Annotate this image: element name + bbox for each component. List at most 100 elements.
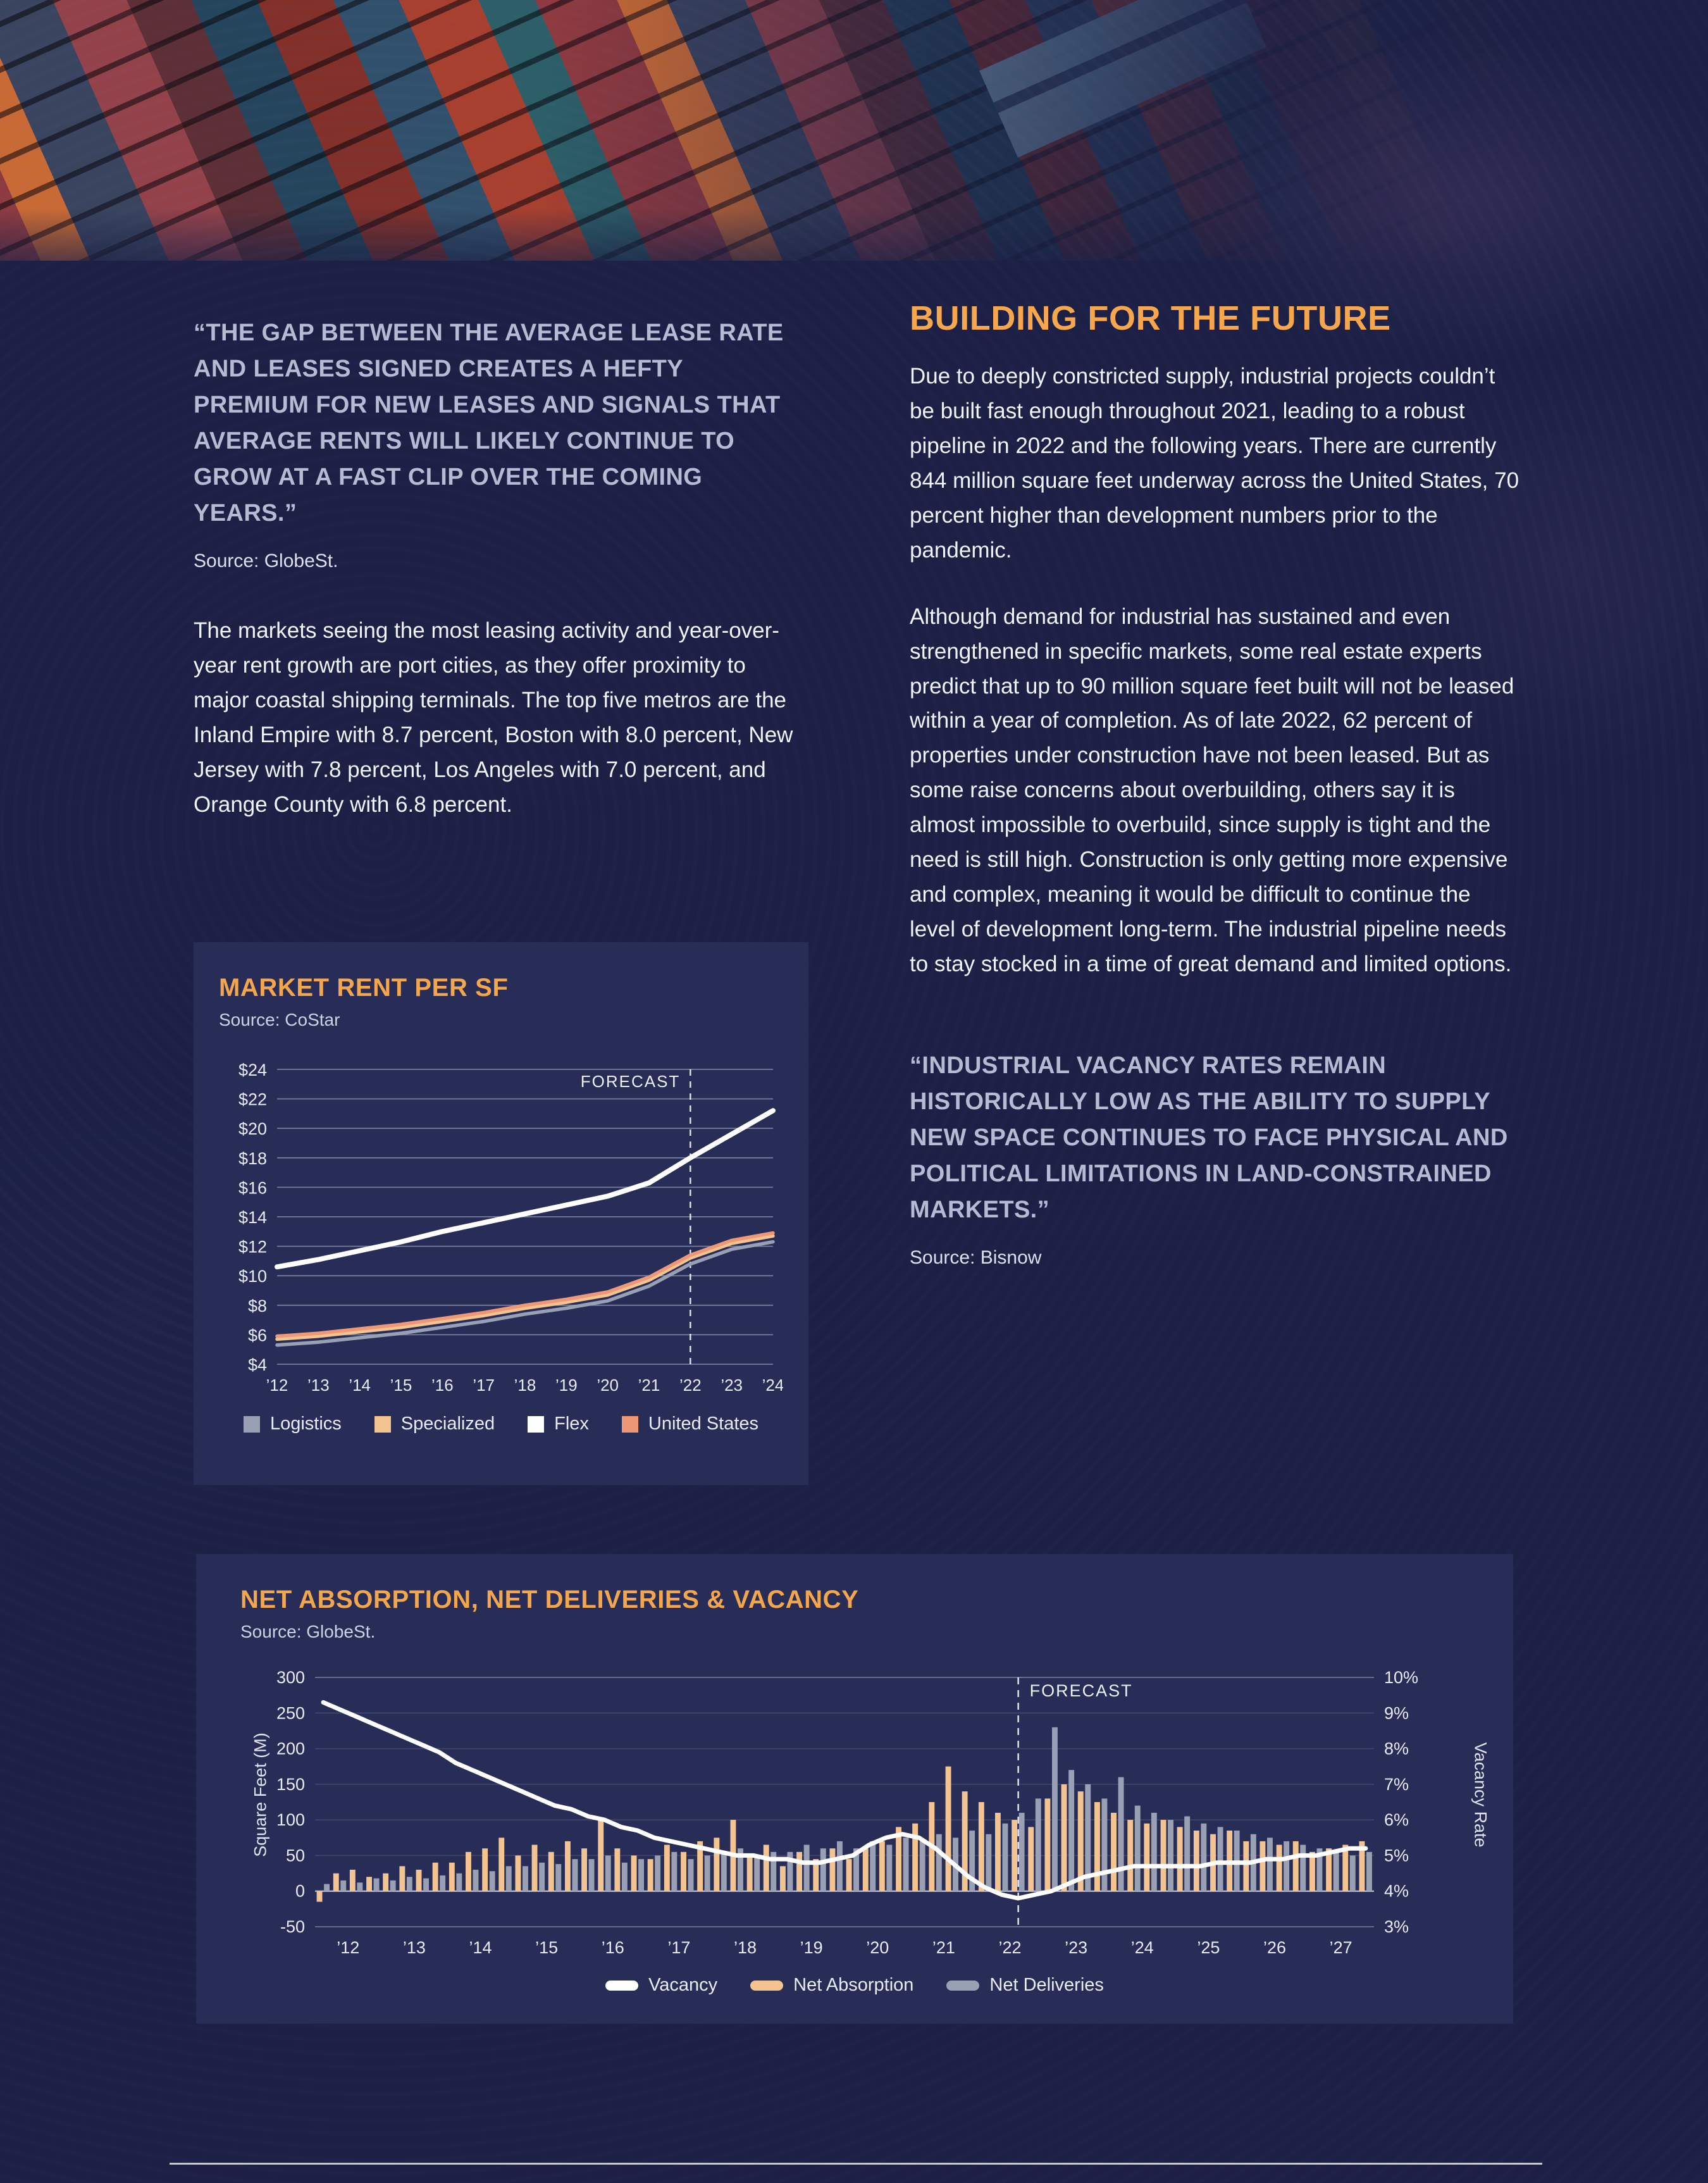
svg-text:’19: ’19 — [555, 1376, 578, 1395]
svg-text:’13: ’13 — [403, 1938, 426, 1957]
legend-label: Specialized — [400, 1414, 495, 1434]
svg-text:’13: ’13 — [307, 1376, 330, 1395]
header-photo — [0, 0, 1708, 261]
photo-fade-overlay — [0, 0, 1708, 261]
svg-text:’26: ’26 — [1263, 1938, 1286, 1957]
svg-text:’24: ’24 — [762, 1376, 783, 1395]
legend-swatch — [528, 1415, 545, 1433]
svg-text:’27: ’27 — [1330, 1938, 1352, 1957]
svg-text:’23: ’23 — [1065, 1938, 1087, 1957]
svg-text:150: 150 — [276, 1775, 305, 1794]
absorption-chart-wrap: Square Feet (M) Vacancy Rate -50 0 50 100 15… — [240, 1658, 1490, 1962]
svg-text:$12: $12 — [238, 1238, 267, 1257]
svg-text:’17: ’17 — [667, 1938, 690, 1957]
svg-text:’12: ’12 — [266, 1376, 288, 1395]
svg-text:$4: $4 — [248, 1355, 267, 1374]
legend-item-flex: Flex — [528, 1414, 589, 1434]
svg-text:’21: ’21 — [932, 1938, 955, 1957]
legend-label: United States — [648, 1414, 759, 1434]
legend-item-specialized: Specialized — [374, 1414, 495, 1434]
svg-text:$16: $16 — [238, 1178, 267, 1197]
svg-text:FORECAST: FORECAST — [581, 1072, 681, 1091]
svg-text:10%: 10% — [1384, 1668, 1418, 1687]
svg-text:’17: ’17 — [473, 1376, 495, 1395]
legend-swatch — [750, 1980, 784, 1991]
paragraph-demand: Although demand for industrial has susta… — [910, 604, 1514, 976]
svg-text:’14: ’14 — [469, 1938, 492, 1957]
paragraph-pipeline: Due to deeply constricted supply, indust… — [910, 364, 1519, 563]
svg-text:$8: $8 — [248, 1297, 267, 1315]
legend-item-logistics: Logistics — [243, 1414, 342, 1434]
svg-text:50: 50 — [286, 1846, 305, 1865]
svg-text:’12: ’12 — [337, 1938, 359, 1957]
svg-text:5%: 5% — [1384, 1846, 1409, 1865]
chart-source-globest: Source: GlobeSt. — [240, 1622, 376, 1641]
legend-swatch — [621, 1415, 638, 1433]
legend-swatch — [243, 1415, 260, 1433]
svg-text:-50: -50 — [280, 1917, 305, 1936]
absorption-combo-chart: -50 0 50 100 150 200 250 300 3% 4% 5% 6% 7% 8% 9% 10% ’1… — [276, 1668, 1418, 1957]
footer-rule — [170, 2163, 1542, 2165]
svg-text:6%: 6% — [1384, 1810, 1409, 1829]
svg-text:’23: ’23 — [721, 1376, 743, 1395]
pullquote-lease-rates: “THE GAP BETWEEN THE AVERAGE LEASE RATE … — [194, 320, 784, 526]
legend-label: Vacancy — [648, 1975, 718, 1995]
svg-text:’18: ’18 — [514, 1376, 536, 1395]
svg-text:100: 100 — [276, 1810, 305, 1829]
svg-text:’15: ’15 — [390, 1376, 412, 1395]
left-column: “THE GAP BETWEEN THE AVERAGE LEASE RATE … — [194, 315, 795, 823]
svg-text:FORECAST: FORECAST — [1030, 1681, 1133, 1700]
quote-source-globest: Source: GlobeSt. — [194, 550, 338, 571]
chart-title-market-rent: MARKET RENT PER SF — [219, 974, 509, 1002]
svg-text:’25: ’25 — [1197, 1938, 1220, 1957]
svg-text:0: 0 — [295, 1882, 305, 1901]
svg-text:’24: ’24 — [1131, 1938, 1154, 1957]
svg-text:8%: 8% — [1384, 1739, 1409, 1758]
section-heading-building-future: BUILDING FOR THE FUTURE — [910, 299, 1391, 337]
svg-text:200: 200 — [276, 1739, 305, 1758]
svg-text:$6: $6 — [248, 1326, 267, 1345]
legend-item-net-deliveries: Net Deliveries — [946, 1975, 1104, 1996]
svg-text:$14: $14 — [238, 1208, 267, 1227]
chart-title-net-absorption: NET ABSORPTION, NET DELIVERIES & VACANCY — [240, 1586, 859, 1614]
legend-item-united-states: United States — [621, 1414, 759, 1434]
paragraph-port-cities: The markets seeing the most leasing acti… — [194, 618, 793, 817]
svg-text:’21: ’21 — [638, 1376, 660, 1395]
svg-text:9%: 9% — [1384, 1703, 1409, 1722]
svg-text:3%: 3% — [1384, 1917, 1409, 1936]
absorption-chart-card: NET ABSORPTION, NET DELIVERIES & VACANCY… — [196, 1554, 1513, 2024]
chart-source-costar: Source: CoStar — [219, 1010, 340, 1029]
legend-label: Net Absorption — [793, 1975, 914, 1995]
svg-text:’16: ’16 — [602, 1938, 624, 1957]
market-rent-chart-card: MARKET RENT PER SF Source: CoStar $4 $6 $8… — [194, 942, 808, 1485]
svg-text:’22: ’22 — [999, 1938, 1022, 1957]
svg-text:300: 300 — [276, 1668, 305, 1687]
svg-text:$24: $24 — [238, 1060, 267, 1079]
svg-text:$18: $18 — [238, 1149, 267, 1168]
legend-label: Net Deliveries — [989, 1975, 1104, 1995]
legend-label: Logistics — [269, 1414, 342, 1434]
legend-swatch — [946, 1980, 980, 1991]
svg-text:’15: ’15 — [535, 1938, 558, 1957]
legend-label: Flex — [554, 1414, 589, 1434]
svg-text:’20: ’20 — [866, 1938, 889, 1957]
svg-text:$10: $10 — [238, 1267, 267, 1286]
svg-text:4%: 4% — [1384, 1882, 1409, 1901]
right-column: BUILDING FOR THE FUTURE Due to deeply co… — [910, 299, 1522, 1269]
svg-text:’20: ’20 — [597, 1376, 619, 1395]
svg-text:$20: $20 — [238, 1119, 267, 1138]
y-axis-label-left: Square Feet (M) — [251, 1732, 270, 1857]
absorption-legend: Vacancy Net Absorption Net Deliveries — [240, 1975, 1469, 1996]
quote-source-bisnow: Source: Bisnow — [910, 1247, 1042, 1268]
svg-text:’14: ’14 — [349, 1376, 371, 1395]
svg-text:’22: ’22 — [679, 1376, 702, 1395]
svg-text:$22: $22 — [238, 1090, 267, 1109]
svg-text:7%: 7% — [1384, 1775, 1409, 1794]
legend-item-vacancy: Vacancy — [605, 1975, 717, 1996]
pullquote-vacancy-rates: “INDUSTRIAL VACANCY RATES REMAIN HISTORI… — [910, 1052, 1508, 1223]
market-rent-legend: Logistics Specialized Flex United States — [219, 1414, 783, 1434]
y-axis-label-right: Vacancy Rate — [1471, 1742, 1490, 1848]
svg-text:250: 250 — [276, 1703, 305, 1722]
market-rent-line-chart: $4 $6 $8 $10 $12 $14 $16 $18 $20 $22 $24 ’12 ’13 ’14 ’… — [238, 1060, 783, 1395]
